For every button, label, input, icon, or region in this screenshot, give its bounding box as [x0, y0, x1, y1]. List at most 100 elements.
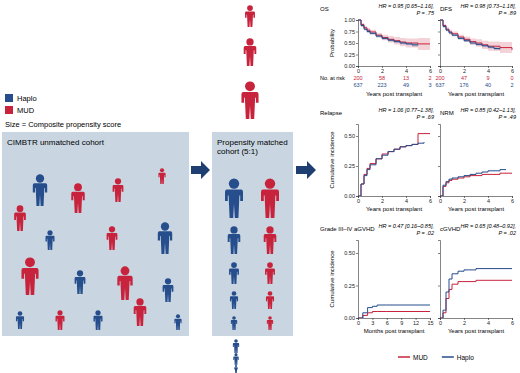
x-tick: 2 [463, 66, 466, 74]
y-axis-title: Cumulative incidence [329, 250, 335, 308]
x-tick: 6 [386, 318, 389, 326]
x-tick-label: 6 [429, 68, 432, 74]
x-tick: 0 [439, 196, 442, 204]
y-tick-mark [356, 55, 358, 56]
y-tick-mark [438, 66, 440, 67]
plot-area [358, 20, 430, 50]
person-body [245, 11, 255, 27]
panel: RelapseHR = 1.06 [0.77–1.38],P = .690246… [320, 107, 434, 212]
arrow [296, 161, 316, 179]
person-icon [174, 314, 181, 330]
person-head [234, 339, 238, 343]
cohort-box [2, 132, 189, 336]
person-icon [163, 278, 174, 302]
x-tick: 9 [400, 318, 403, 326]
x-tick: 2 [463, 318, 466, 326]
y-axis-title: Probability [329, 29, 335, 57]
x-axis: 0246 [439, 318, 514, 326]
person-head [247, 5, 253, 11]
person-body [261, 190, 279, 218]
confidence-band [358, 20, 430, 50]
person-head [267, 262, 273, 268]
person-head [47, 230, 52, 235]
person-icon [46, 230, 55, 250]
person-head [160, 168, 164, 172]
y-tick [438, 136, 440, 137]
person-body [231, 320, 237, 330]
y-tick [438, 20, 440, 21]
person-body [134, 306, 147, 326]
x-axis-title: Years post transplant [448, 206, 504, 212]
x-tick-label: 12 [413, 320, 419, 326]
person-head [235, 365, 237, 367]
y-tick-label: 0.75 [344, 29, 355, 35]
person-head [268, 316, 272, 320]
x-tick-label: 4 [487, 198, 490, 204]
y-axis: 0.000.250.500.751.00 [344, 17, 358, 69]
annotation: HR = 0.95 [0.65–1.16], [379, 3, 435, 9]
person-head [25, 257, 35, 267]
y-tick-label: 0.25 [344, 52, 355, 58]
person-icon [264, 226, 277, 254]
at-risk-count: 47 [461, 75, 467, 81]
person-icon [75, 270, 86, 294]
person-body [158, 173, 165, 184]
person-body [228, 234, 241, 254]
x-tick: 6 [429, 196, 432, 204]
x-axis-title: Years post transplant [366, 91, 422, 97]
person-icon [261, 178, 279, 218]
x-tick: 4 [487, 318, 490, 326]
legend-swatch [5, 106, 13, 114]
x-tick: 4 [405, 196, 408, 204]
y-tick: 0.00 [344, 63, 358, 69]
person-body [117, 276, 132, 300]
y-tick-mark [356, 136, 358, 137]
x-tick-label: 2 [463, 320, 466, 326]
y-tick-label: 0.25 [344, 163, 355, 169]
x-tick-label: 4 [487, 68, 490, 74]
confidence-band [440, 20, 512, 56]
y-tick-label: 1.00 [344, 17, 355, 23]
confidence-band [440, 20, 500, 52]
person-head [176, 314, 180, 318]
x-tick-label: 6 [511, 198, 514, 204]
y-axis [438, 241, 441, 319]
curve [358, 134, 430, 196]
y-tick [438, 55, 440, 56]
x-tick: 0 [357, 66, 360, 74]
at-risk-count: 2 [510, 82, 513, 88]
person-head [17, 205, 24, 212]
plot-area [440, 269, 512, 318]
person-head [268, 291, 273, 296]
legend-label: MUD [413, 354, 428, 361]
x-tick: 15 [427, 318, 433, 326]
y-tick [438, 196, 440, 197]
y-tick: 0.25 [344, 283, 358, 289]
x-axis-line [359, 319, 431, 321]
arrow [191, 161, 210, 179]
y-axis-line [356, 125, 359, 197]
person-head [77, 270, 83, 276]
person-body [229, 268, 239, 284]
x-tick: 2 [463, 196, 466, 204]
person-icon [94, 310, 103, 330]
y-tick: 0.00 [344, 193, 358, 199]
person-body [225, 190, 243, 218]
legend-line [398, 356, 410, 358]
at-risk-count: 200 [353, 75, 362, 81]
y-tick-mark [438, 286, 440, 287]
x-tick: 0 [357, 196, 360, 204]
x-axis: 0 2 4 6 [439, 196, 514, 204]
person-body [21, 268, 38, 295]
y-tick-mark [356, 20, 358, 21]
curve [440, 170, 506, 196]
y-axis-line [438, 241, 441, 319]
x-axis: 0246 [357, 196, 432, 204]
person-body [233, 356, 238, 365]
curve [358, 20, 418, 45]
y-tick-mark [438, 166, 440, 167]
plot-area [358, 134, 430, 196]
panel: OSHR = 0.95 [0.65–1.16],P = .7502460.000… [320, 3, 435, 97]
curve [440, 280, 512, 318]
chart-title: OS [320, 6, 329, 12]
